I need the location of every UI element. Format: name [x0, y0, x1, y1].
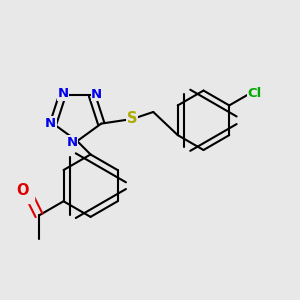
Text: N: N — [66, 136, 77, 149]
Text: Cl: Cl — [248, 87, 262, 100]
Text: O: O — [16, 183, 29, 198]
Text: N: N — [45, 117, 56, 130]
Text: N: N — [57, 87, 68, 100]
Text: N: N — [91, 88, 102, 101]
Text: S: S — [127, 111, 137, 126]
